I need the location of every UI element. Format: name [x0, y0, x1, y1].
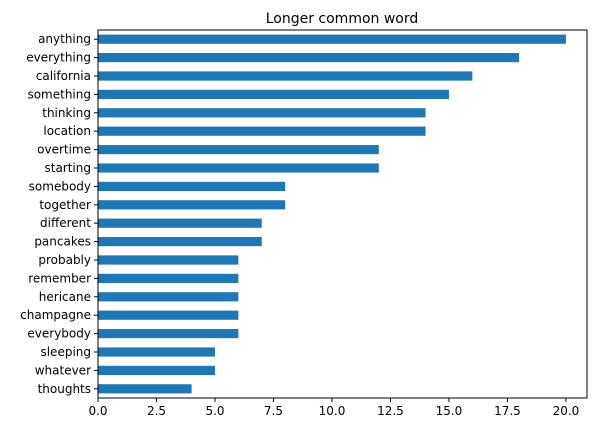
bar-something	[98, 89, 449, 99]
x-axis-ticks: 0.0 2.5 5.0 7.5 10.0 12.5 15.0 17.5 20.0	[88, 398, 579, 418]
y-tick-label: location	[43, 124, 91, 138]
y-tick-label: together	[39, 198, 91, 212]
y-tick-label: pancakes	[34, 235, 91, 249]
y-tick-label: california	[36, 69, 91, 83]
y-tick-label: sleeping	[40, 345, 91, 359]
bar-pancakes	[98, 237, 262, 247]
y-tick-label: overtime	[37, 143, 91, 157]
y-tick-label: thoughts	[38, 382, 91, 396]
bars-group	[98, 34, 566, 394]
bar-remember	[98, 273, 239, 283]
chart-title: Longer common word	[266, 11, 419, 27]
x-tick-label: 17.5	[494, 404, 521, 418]
bar-together	[98, 200, 286, 210]
bar-sleeping	[98, 347, 215, 357]
bar-hericane	[98, 292, 239, 302]
plot-frame	[97, 29, 588, 399]
bar-overtime	[98, 145, 379, 155]
bar-california	[98, 71, 473, 81]
x-tick-label: 12.5	[377, 404, 404, 418]
y-tick-label: something	[27, 87, 91, 101]
y-tick-label: everybody	[27, 327, 91, 341]
x-tick-label: 10.0	[319, 404, 346, 418]
bar-champagne	[98, 310, 239, 320]
bar-probably	[98, 255, 239, 265]
y-tick-label: somebody	[29, 179, 91, 193]
y-tick-label: starting	[44, 161, 91, 175]
bar-thinking	[98, 108, 426, 118]
y-tick-label: champagne	[20, 308, 91, 322]
bar-location	[98, 126, 426, 136]
y-tick-label: remember	[28, 271, 91, 285]
x-tick-label: 7.5	[264, 404, 283, 418]
bar-starting	[98, 163, 379, 173]
y-tick-label: thinking	[42, 106, 91, 120]
bar-thoughts	[98, 384, 192, 394]
x-tick-label: 20.0	[553, 404, 580, 418]
y-tick-label: hericane	[39, 290, 91, 304]
x-tick-label: 5.0	[205, 404, 224, 418]
bar-different	[98, 218, 262, 228]
y-tick-label: anything	[38, 32, 91, 46]
y-tick-label: everything	[26, 51, 91, 65]
y-tick-label: whatever	[35, 363, 91, 377]
bar-everything	[98, 53, 520, 63]
y-tick-label: probably	[38, 253, 91, 267]
bar-everybody	[98, 329, 239, 339]
bar-anything	[98, 34, 566, 44]
bar-somebody	[98, 181, 286, 191]
x-tick-label: 0.0	[88, 404, 107, 418]
x-tick-label: 2.5	[147, 404, 166, 418]
y-tick-label: different	[40, 216, 91, 230]
bar-whatever	[98, 365, 215, 375]
x-tick-label: 15.0	[436, 404, 463, 418]
y-axis-ticks: anything everything california something thi…	[20, 32, 98, 396]
